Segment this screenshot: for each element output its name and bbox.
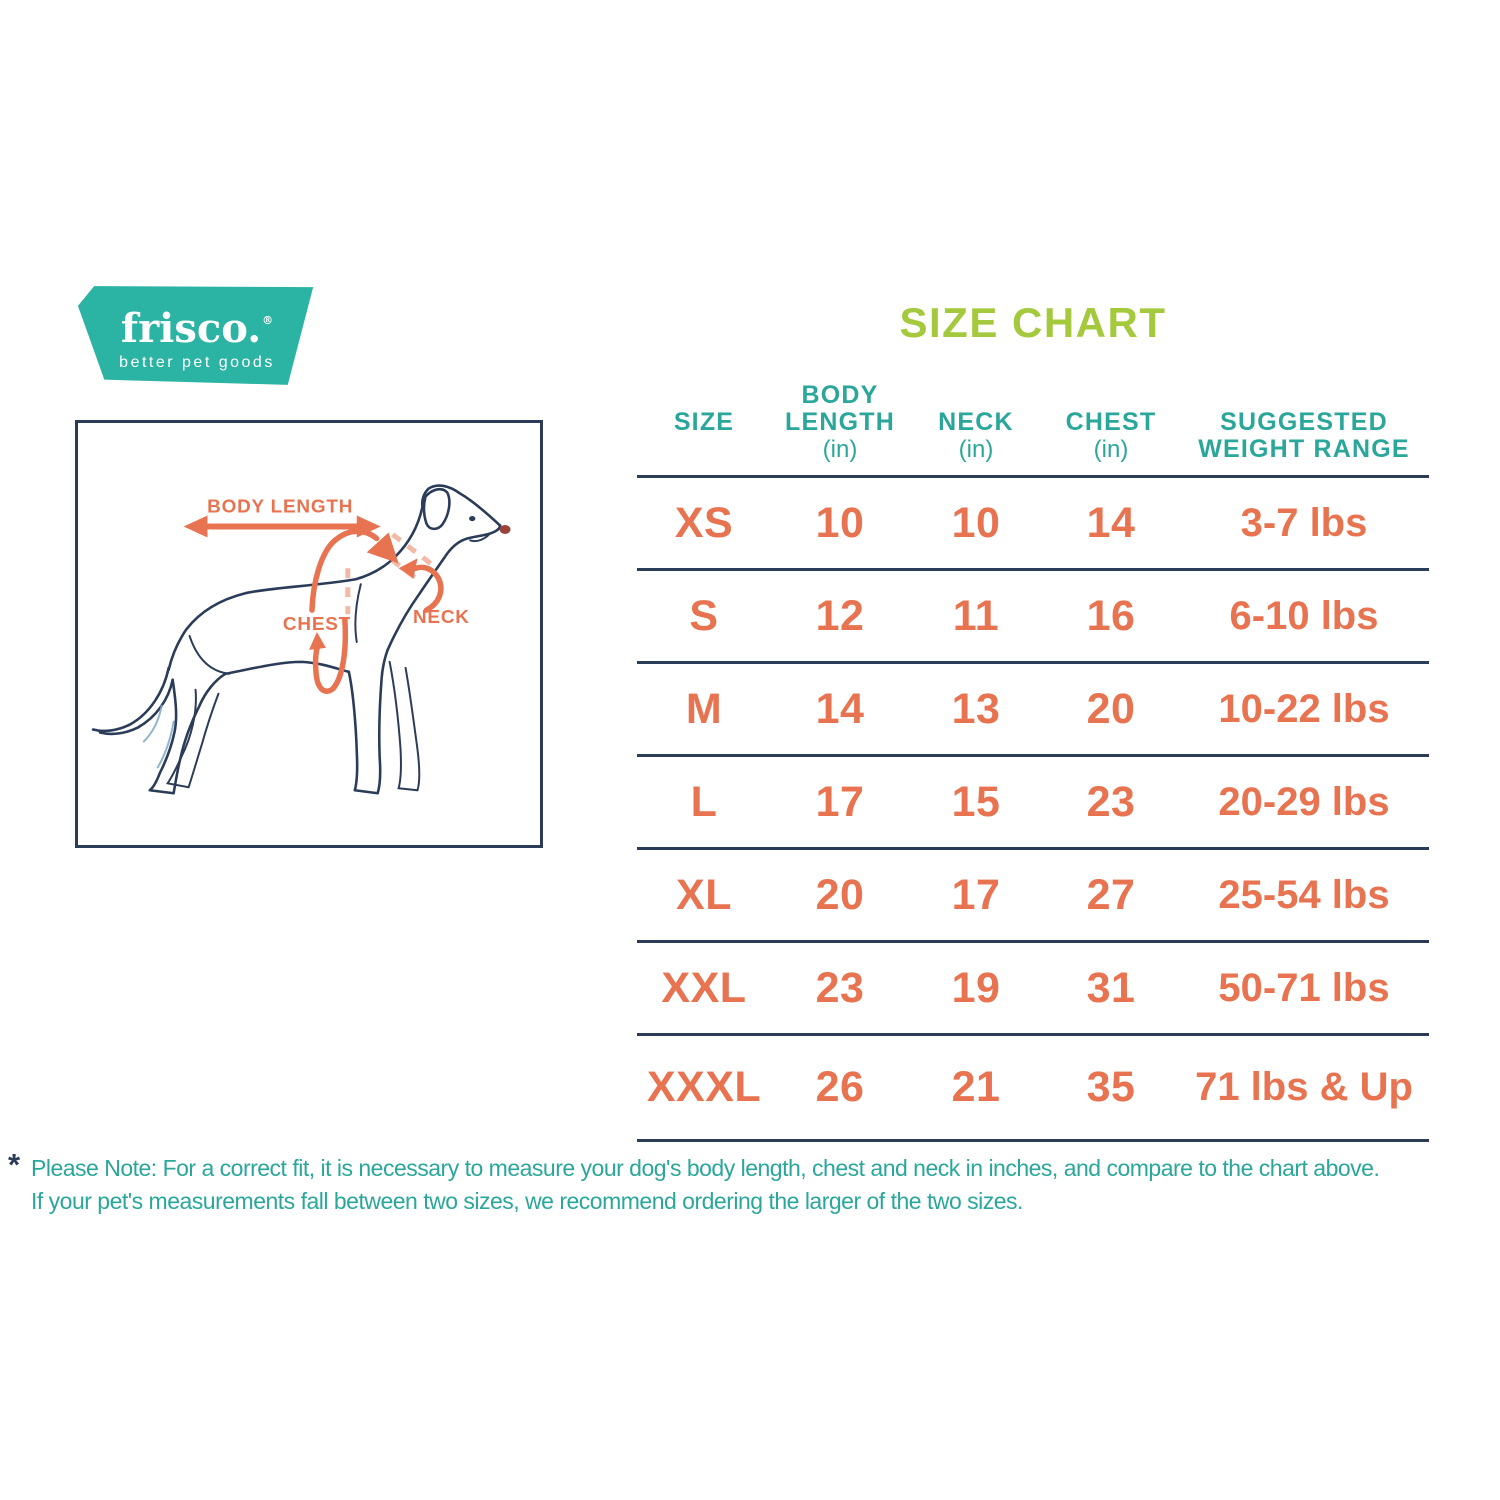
cell-body-length: 26 <box>815 1063 865 1111</box>
cell-weight: 71 lbs & Up <box>1195 1065 1413 1109</box>
brand-tagline: better pet goods <box>119 353 275 371</box>
cell-body-length: 17 <box>815 777 865 826</box>
table-row-xl: XL 20 17 27 25-54 lbs <box>637 847 1429 940</box>
cell-body-length: 10 <box>815 498 865 547</box>
brand-name: frisco. <box>120 304 262 352</box>
dog-outline <box>91 484 511 795</box>
cell-neck: 10 <box>951 498 1001 547</box>
cell-size: XXXL <box>646 1063 762 1111</box>
cell-weight: 3-7 lbs <box>1240 500 1368 545</box>
arrow-left-icon <box>183 515 208 538</box>
neck-band <box>412 564 444 613</box>
cell-chest: 20 <box>1086 684 1136 733</box>
neck-arrow-icon <box>398 558 418 579</box>
table-row-xxxl: XXXL 26 21 35 71 lbs & Up <box>637 1033 1429 1139</box>
dog-tail <box>91 666 170 733</box>
chest-band-top <box>332 528 380 544</box>
cell-body-length: 23 <box>815 963 865 1012</box>
cell-size: XXL <box>661 963 747 1012</box>
table-row-m: M 14 13 20 10-22 lbs <box>637 661 1429 754</box>
cell-chest: 31 <box>1086 963 1136 1012</box>
cell-body-length: 14 <box>815 684 865 733</box>
table-row-xs: XS 10 10 14 3-7 lbs <box>637 475 1429 568</box>
registered-mark-icon: ® <box>262 313 274 327</box>
frisco-logo-badge: frisco.® better pet goods <box>77 286 314 385</box>
dog-front-leg <box>347 648 389 795</box>
cell-size: L <box>690 777 718 826</box>
size-table: SIZE BODY LENGTH (in) NECK (in) CHEST (i… <box>637 382 1429 1142</box>
page-title: SIZE CHART <box>899 299 1167 346</box>
table-row-xxl: XXL 23 19 31 50-71 lbs <box>637 940 1429 1033</box>
neck-annotation: NECK <box>375 532 470 628</box>
dog-diagram-svg: BODY LENGTH CHEST NECK <box>91 484 511 795</box>
cell-weight: 50-71 lbs <box>1218 965 1390 1010</box>
cell-chest: 14 <box>1086 498 1136 547</box>
cell-chest: 23 <box>1086 777 1136 826</box>
cell-neck: 13 <box>951 684 1001 733</box>
dog-belly <box>224 660 351 676</box>
dog-nose <box>499 525 511 534</box>
chest-arrow-down-icon <box>366 532 399 564</box>
col-header-size: SIZE <box>673 408 735 436</box>
body-length-annotation: BODY LENGTH <box>183 497 381 538</box>
chest-band-bottom <box>312 617 349 694</box>
cell-weight: 6-10 lbs <box>1229 593 1379 638</box>
cell-size: M <box>685 684 723 733</box>
frisco-wordmark: frisco.® <box>121 301 273 349</box>
chest-annotation: CHEST <box>283 528 399 694</box>
cell-weight: 10-22 lbs <box>1218 686 1390 731</box>
cell-size: XL <box>676 870 732 919</box>
neck-dashed-line-2 <box>391 532 436 569</box>
cell-chest: 16 <box>1086 591 1136 640</box>
dog-measurement-diagram: BODY LENGTH CHEST NECK <box>75 420 543 848</box>
body-length-label: BODY LENGTH <box>207 497 353 518</box>
cell-neck: 21 <box>951 1063 1001 1111</box>
footnote-line-2: If your pet's measurements fall between … <box>31 1188 1023 1214</box>
table-row-l: L 17 15 23 20-29 lbs <box>637 754 1429 847</box>
cell-neck: 17 <box>951 870 1001 919</box>
chest-arrow-up-icon <box>309 632 326 650</box>
cell-weight: 20-29 lbs <box>1218 779 1390 824</box>
asterisk-icon: * <box>8 1147 20 1182</box>
col-header-neck: NECK (in) <box>938 408 1014 464</box>
dog-eye <box>469 515 476 522</box>
cell-size: S <box>689 591 719 640</box>
cell-neck: 15 <box>951 777 1001 826</box>
table-header-row: SIZE BODY LENGTH (in) NECK (in) CHEST (i… <box>637 382 1429 475</box>
col-header-weight: SUGGESTED WEIGHT RANGE <box>1198 408 1410 463</box>
table-row-s: S 12 11 16 6-10 lbs <box>637 568 1429 661</box>
table-body: XS 10 10 14 3-7 lbs S 12 11 16 6-10 lbs … <box>637 475 1429 1142</box>
chest-label: CHEST <box>283 614 351 635</box>
cell-neck: 19 <box>951 963 1001 1012</box>
cell-weight: 25-54 lbs <box>1218 872 1390 917</box>
cell-body-length: 20 <box>815 870 865 919</box>
cell-body-length: 12 <box>815 591 865 640</box>
cell-size: XS <box>674 498 734 547</box>
neck-label: NECK <box>413 607 470 628</box>
dog-rear-leg <box>148 672 227 795</box>
cell-chest: 35 <box>1086 1063 1136 1111</box>
cell-chest: 27 <box>1086 870 1136 919</box>
chest-band-left <box>309 537 338 613</box>
footnote-line-1: Please Note: For a correct fit, it is ne… <box>31 1155 1380 1181</box>
col-header-body-length: BODY LENGTH (in) <box>785 381 895 464</box>
footnote: * Please Note: For a correct fit, it is … <box>8 1148 1500 1218</box>
cell-neck: 11 <box>952 591 1000 640</box>
dog-ear <box>422 487 451 531</box>
col-header-chest: CHEST (in) <box>1065 408 1157 464</box>
